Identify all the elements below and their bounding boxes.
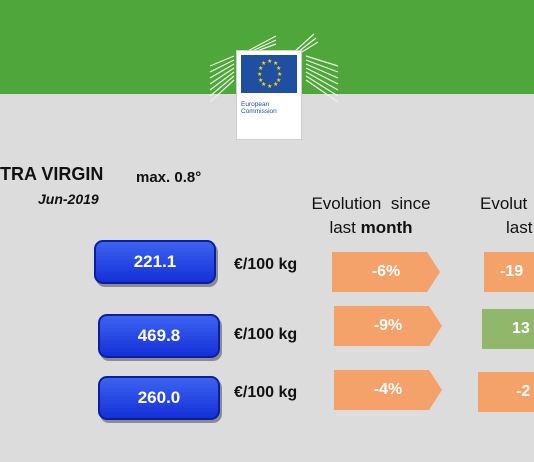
product-title: TRA VIRGIN [0, 164, 104, 184]
svg-text:★: ★ [258, 77, 263, 84]
month-header-prefix: last [329, 218, 361, 237]
year-header-line2: last [506, 218, 533, 237]
svg-text:★: ★ [261, 60, 266, 67]
svg-text:★: ★ [277, 71, 282, 78]
year-change-row1: -19 [484, 252, 534, 292]
european-commission-logo: ★ ★ ★ ★ ★ ★ ★ ★ ★ ★ ★ ★ European Commission [206, 28, 342, 140]
year-evolution-header: Evolut last [480, 192, 534, 240]
logo-text-line1: European [241, 101, 270, 108]
svg-text:★: ★ [273, 81, 278, 88]
price-button-row1[interactable]: 221.1 [94, 240, 216, 284]
unit-label-row1: €/100 kg [234, 256, 298, 273]
logo-card: ★ ★ ★ ★ ★ ★ ★ ★ ★ ★ ★ ★ European Commission [236, 50, 302, 140]
building-icon [209, 33, 339, 103]
svg-text:★: ★ [267, 83, 272, 90]
svg-text:★: ★ [261, 81, 266, 88]
svg-text:★: ★ [267, 58, 272, 65]
year-header-line1: Evolut [480, 194, 528, 213]
svg-text:★: ★ [273, 60, 278, 67]
product-spec: max. 0.8° [136, 169, 202, 186]
price-button-row2[interactable]: 469.8 [98, 314, 220, 358]
month-change-row2: -9% [334, 306, 442, 346]
unit-label-row2: €/100 kg [234, 326, 298, 343]
svg-text:★: ★ [276, 77, 281, 84]
svg-text:★: ★ [257, 71, 262, 78]
logo-text: European Commission [241, 101, 301, 115]
logo-text-line2: Commission [241, 108, 277, 115]
eu-flag-icon: ★ ★ ★ ★ ★ ★ ★ ★ ★ ★ ★ ★ [241, 55, 297, 93]
unit-label-row3: €/100 kg [234, 384, 298, 401]
svg-text:★: ★ [276, 65, 281, 72]
month-header-bold: month [360, 218, 413, 237]
month-header-line2: last month [296, 216, 446, 240]
month-change-row1: -6% [332, 252, 440, 292]
year-change-row3: -2 [478, 372, 534, 412]
svg-text:★: ★ [258, 65, 263, 72]
report-date: Jun-2019 [38, 191, 99, 207]
month-header-line1: Evolution since [311, 194, 431, 213]
price-button-row3[interactable]: 260.0 [98, 376, 220, 420]
year-change-row2: 13 [482, 309, 534, 349]
month-evolution-header: Evolution since last month [296, 192, 446, 240]
month-change-row3: -4% [334, 370, 442, 410]
